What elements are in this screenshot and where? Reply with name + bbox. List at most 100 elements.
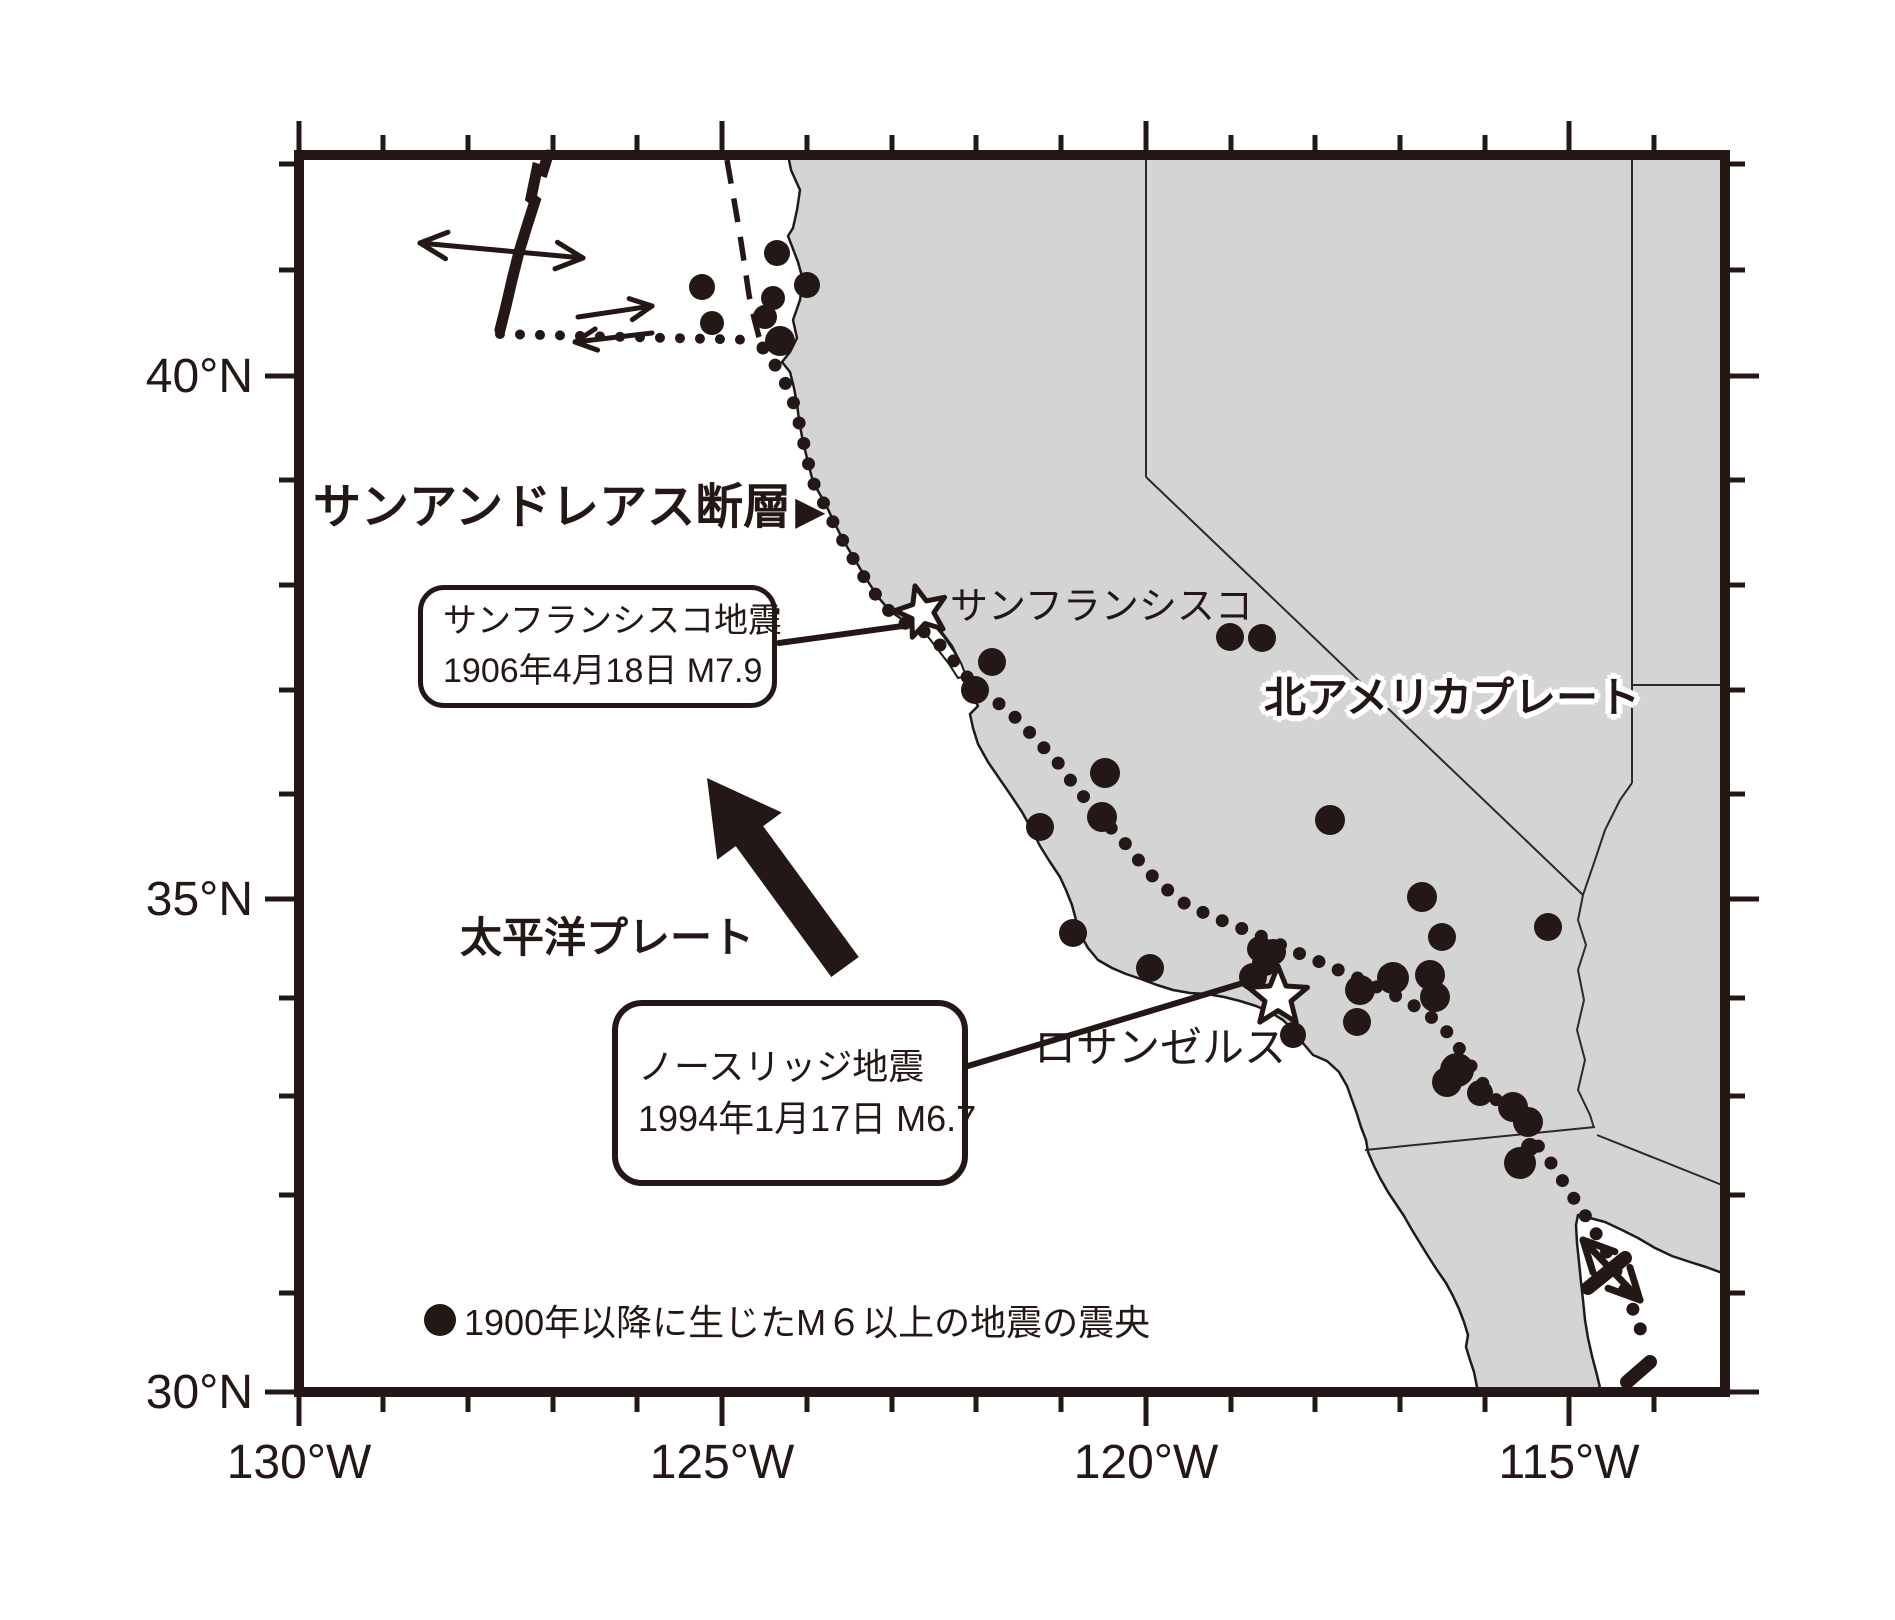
epicenter-dot [1315, 805, 1345, 835]
epicenter-dot [1428, 923, 1456, 951]
arrow-shaft [417, 240, 586, 261]
epicenter-dot [1377, 962, 1409, 994]
epicenter-dot [1026, 813, 1054, 841]
fault-dot [1331, 963, 1345, 977]
fault-dot [1292, 947, 1306, 961]
epicenter-dot [1059, 919, 1087, 947]
epicenter-dot [761, 286, 785, 310]
epicenter-dot [1513, 1107, 1543, 1137]
epicenter-dot [1521, 1138, 1539, 1156]
border-line [1364, 1126, 1596, 1151]
arrow-shaft [1579, 1236, 1644, 1304]
fault-dot [1037, 741, 1051, 755]
fault-dot [1407, 999, 1421, 1013]
state-borders [1145, 155, 1725, 1186]
y-axis-label: 40°N [146, 350, 253, 403]
fault-dot [495, 329, 505, 339]
fault-dot [1312, 955, 1326, 969]
arrowhead [629, 303, 655, 323]
fault-dot [846, 552, 860, 566]
epicenter-dot [1343, 1008, 1371, 1036]
x-axis-label: 115°W [1498, 1436, 1640, 1489]
epicenter-dot [1467, 1080, 1493, 1106]
y-axis-label: 35°N [146, 873, 253, 926]
fault-dot [1440, 1025, 1454, 1039]
fault-dot [1633, 1322, 1647, 1336]
border-line [1582, 782, 1633, 896]
fault-dot [857, 570, 871, 584]
fault-dot [1235, 921, 1249, 935]
fault-dot [1118, 837, 1132, 851]
fault-dot [1626, 1302, 1640, 1316]
legend: 1900年以降に生じたM６以上の地震の震央 [424, 1294, 1150, 1346]
epicenter-dot [700, 311, 724, 335]
fault-dot [992, 697, 1006, 711]
arrowhead [552, 255, 586, 272]
border-line [1596, 1134, 1723, 1186]
sf-earthquake-callout-date: 1906年4月18日 M7.9 [443, 651, 763, 690]
epicenter-dot [961, 676, 989, 704]
epicenter-dot [765, 326, 795, 356]
fault-dot [836, 533, 850, 547]
fault-dot [1589, 1227, 1603, 1241]
x-axis-label: 125°W [650, 1436, 795, 1489]
fault-dot [786, 396, 800, 410]
epicenter-dot [1420, 982, 1450, 1012]
los-angeles-label: ロサンゼルス [1033, 1024, 1287, 1071]
city-stars [892, 583, 1310, 1025]
san-francisco-1906-star-icon [892, 583, 948, 640]
earthquake-epicenters [689, 240, 1562, 1179]
epicenter-dot [1216, 623, 1244, 651]
gulf-ridge-segment [1620, 1355, 1657, 1389]
x-axis-label: 130°W [227, 1436, 372, 1489]
san-andreas-fault-label: サンアンドレアス断層 ▶ [313, 484, 825, 532]
epicenter-dot [753, 305, 777, 329]
epicenter-dot [794, 272, 820, 298]
epicenter-dot [1345, 975, 1375, 1005]
fault-dot [802, 457, 816, 471]
fault-dot [807, 477, 821, 491]
fault-dot [1567, 1191, 1581, 1205]
epicenter-dot [1534, 913, 1562, 941]
fault-dot [1023, 725, 1037, 739]
arrows [417, 229, 1644, 1304]
epicenter-dot [1248, 624, 1276, 652]
pacific-plate-label: 太平洋プレート [460, 914, 755, 961]
north-american-plate-label: 北アメリカプレート [1264, 674, 1640, 721]
fault-dot [882, 603, 896, 617]
plate-motion-arrow [707, 778, 859, 978]
fault-dot [1131, 853, 1145, 867]
plate-boundaries [494, 149, 1657, 1389]
land-polygon [780, 153, 1727, 1394]
fault-dot [1555, 1174, 1569, 1188]
x-axis-label: 120°W [1074, 1436, 1219, 1489]
arrowhead [417, 240, 449, 262]
fault-dot [1196, 905, 1210, 919]
arrowhead [626, 296, 655, 309]
epicenter-dot [1087, 802, 1117, 832]
fault-dot [1177, 896, 1191, 910]
fault-dot [514, 329, 525, 340]
fault-dot [1063, 773, 1077, 787]
fault-dot [734, 334, 745, 345]
northridge-earthquake-callout: ノースリッジ地震 1994年1月17日 M6.7 [612, 1000, 976, 1186]
fault-dot [933, 638, 947, 652]
callout-leaders [776, 622, 1256, 1069]
gulf-ridge-segment [1581, 1251, 1632, 1295]
fault-dot [778, 376, 792, 390]
sf-earthquake-callout-title: サンフランシスコ地震 [443, 602, 782, 641]
fault-dot [1215, 914, 1229, 928]
los-angeles-star-icon [1246, 963, 1310, 1025]
northridge-leader-line [965, 977, 1256, 1069]
fault-dot [816, 496, 830, 510]
arrow-shaft [572, 330, 655, 345]
legend-epicenter-dot-icon [424, 1304, 456, 1336]
border-line [1145, 476, 1584, 896]
arrowhead [417, 229, 451, 246]
map-frame [294, 150, 1730, 1397]
fault-dot [674, 333, 685, 344]
arrowhead [554, 239, 586, 261]
fault-pointer-icon: ▶ [795, 489, 826, 533]
epicenter-dot [1280, 1022, 1306, 1048]
arrowhead [572, 339, 601, 353]
